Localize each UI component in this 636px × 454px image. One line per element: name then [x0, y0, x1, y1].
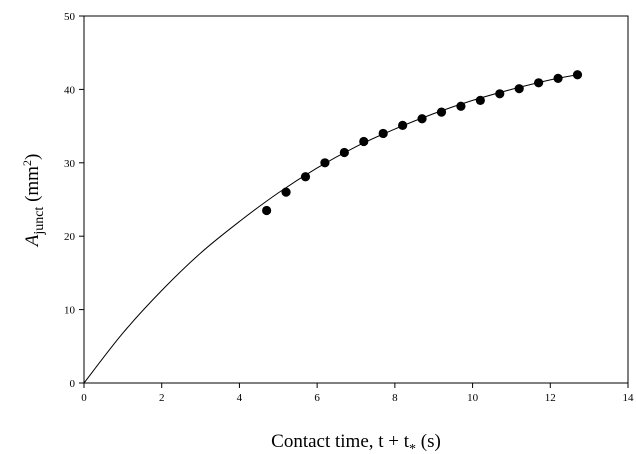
data-point [281, 187, 291, 197]
plot-frame [83, 15, 629, 384]
y-tick-label: 40 [64, 84, 76, 96]
data-point [398, 120, 408, 130]
x-tick-label: 0 [81, 392, 87, 404]
fit-curve-layer [83, 74, 578, 384]
data-point [572, 70, 583, 80]
data-point [514, 84, 524, 94]
data-point [436, 107, 447, 117]
fit-curve [83, 74, 578, 384]
x-axis-label: Contact time, t + t* (s) [271, 431, 441, 454]
y-axis-ticks: 0 10 20 30 40 50 [64, 11, 84, 390]
data-point [378, 128, 388, 139]
data-point [262, 205, 272, 216]
y-tick-label: 20 [64, 231, 76, 243]
data-point [553, 73, 563, 83]
data-point [495, 89, 505, 99]
data-point [300, 172, 311, 182]
data-point [320, 158, 330, 168]
x-tick-label: 12 [545, 392, 556, 404]
x-tick-label: 2 [159, 392, 165, 404]
y-tick-label: 10 [64, 305, 76, 317]
data-point [417, 114, 427, 124]
data-point [456, 101, 466, 111]
data-points-layer [262, 70, 583, 216]
x-tick-label: 4 [237, 392, 243, 404]
data-point [475, 95, 485, 106]
data-point [359, 136, 369, 147]
x-tick-label: 10 [467, 392, 479, 404]
y-tick-label: 50 [64, 11, 76, 23]
x-tick-label: 6 [314, 392, 320, 404]
x-tick-label: 8 [392, 392, 398, 404]
y-axis-label: Ajunct (mm2) [20, 154, 47, 249]
y-tick-label: 0 [70, 378, 76, 390]
data-point [339, 147, 349, 158]
data-point [534, 78, 544, 88]
y-tick-label: 30 [64, 158, 76, 170]
x-tick-label: 14 [623, 392, 635, 404]
x-axis-ticks: 0 2 4 6 8 10 12 14 [81, 383, 634, 404]
